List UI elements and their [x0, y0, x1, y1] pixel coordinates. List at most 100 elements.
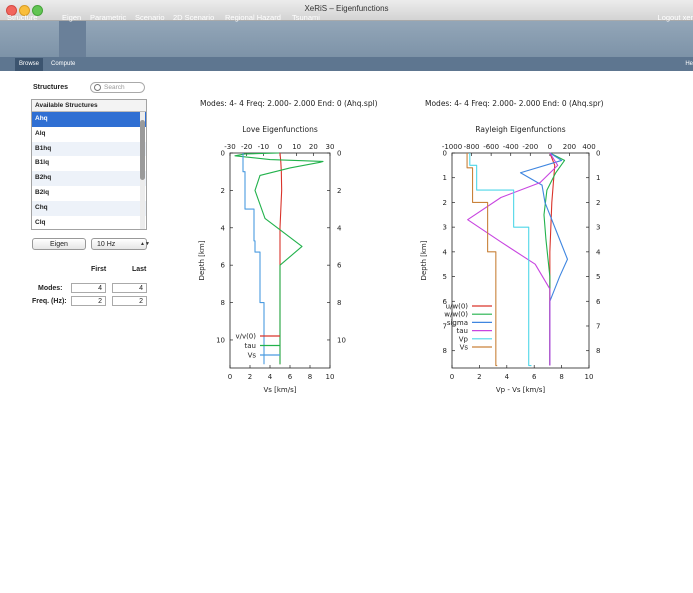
- legend-label: Vs: [248, 352, 257, 360]
- close-window-button[interactable]: [6, 5, 17, 16]
- list-item[interactable]: B1hq: [32, 141, 146, 157]
- list-item[interactable]: Clq: [35, 218, 46, 226]
- list-item[interactable]: B2lq: [35, 188, 50, 196]
- rayleigh-mode-caption: Modes: 4- 4 Freq: 2.000- 2.000 End: 0 (A…: [425, 99, 604, 108]
- legend-label: u/w(0): [446, 303, 469, 311]
- bottom-tick-label: 4: [268, 373, 273, 381]
- modes-label: Modes:: [38, 285, 63, 292]
- top-tick-label: -20: [241, 143, 252, 151]
- nav-active-highlight: [59, 21, 86, 57]
- list-item[interactable]: B2hq: [32, 171, 146, 186]
- y-tick-label: 4: [443, 248, 448, 256]
- legend-label: tau: [245, 342, 256, 350]
- list-item[interactable]: Chq: [32, 200, 146, 216]
- y-tick-label: 7: [443, 322, 447, 330]
- bottom-tick-label: 4: [505, 373, 510, 381]
- minimize-window-button[interactable]: [19, 5, 30, 16]
- bottom-tick-label: 0: [228, 373, 232, 381]
- y-tick-label: 5: [443, 273, 447, 281]
- series-line-uw0: [549, 152, 556, 366]
- legend-label: v/v(0): [235, 333, 256, 341]
- freq-first-field[interactable]: 2: [71, 296, 106, 306]
- freq-last-field[interactable]: 2: [112, 296, 147, 306]
- bottom-tick-label: 2: [477, 373, 481, 381]
- y-tick-label: 0: [443, 150, 447, 158]
- nav-eigen[interactable]: Eigen: [62, 13, 82, 22]
- freq-label: Freq. (Hz):: [32, 298, 67, 305]
- series-line-tau: [467, 152, 559, 366]
- tab-compute[interactable]: Compute: [51, 61, 76, 67]
- search-icon: [94, 84, 101, 91]
- top-tick-label: -400: [503, 143, 519, 151]
- help-link[interactable]: He: [685, 61, 693, 67]
- nav-regional-hazard[interactable]: Regional Hazard: [225, 13, 281, 22]
- top-tick-label: -30: [224, 143, 235, 151]
- y-tick-label-right: 7: [596, 322, 600, 330]
- y-tick-label: 6: [443, 298, 448, 306]
- top-navigation: [0, 21, 693, 57]
- y-tick-label-right: 4: [337, 224, 342, 232]
- nav-tsunami[interactable]: Tsunami: [292, 13, 320, 22]
- top-tick-label: 400: [582, 143, 595, 151]
- structures-title: Structures: [33, 84, 69, 91]
- y-tick-label: 2: [443, 199, 447, 207]
- top-tick-label: -200: [522, 143, 538, 151]
- modes-last-field[interactable]: 4: [112, 283, 147, 293]
- list-item[interactable]: Ahq: [32, 112, 146, 127]
- y-tick-label-right: 1: [596, 174, 600, 182]
- y-tick-label: 3: [443, 224, 447, 232]
- bottom-tick-label: 2: [248, 373, 252, 381]
- series-line-ww0: [543, 152, 566, 366]
- legend-label: sigma: [447, 319, 468, 327]
- top-tick-label: 0: [278, 143, 282, 151]
- nav-scenario[interactable]: Scenario: [135, 13, 165, 22]
- y-tick-label: 8: [443, 347, 447, 355]
- bottom-tick-label: 10: [326, 373, 335, 381]
- legend-label: tau: [457, 327, 468, 335]
- sub-navigation: [0, 57, 693, 71]
- top-tick-label: 0: [548, 143, 552, 151]
- nav-2d-scenario[interactable]: 2D Scenario: [173, 13, 215, 22]
- legend-label: w/w(0): [444, 311, 468, 319]
- y-tick-label: 8: [221, 299, 225, 307]
- list-scrollbar-thumb[interactable]: [140, 120, 145, 180]
- maximize-window-button[interactable]: [32, 5, 43, 16]
- chevron-updown-icon: ▲▼: [140, 241, 150, 247]
- logout-link[interactable]: Logout xer: [657, 13, 693, 22]
- y-tick-label-right: 8: [596, 347, 600, 355]
- modes-first-field[interactable]: 4: [71, 283, 106, 293]
- top-tick-label: -10: [258, 143, 269, 151]
- y-axis-label: Depth [km]: [420, 240, 428, 280]
- chart-title: Love Eigenfunctions: [242, 125, 318, 134]
- bottom-tick-label: 10: [585, 373, 594, 381]
- y-tick-label-right: 0: [596, 150, 600, 158]
- series-line-vp: [469, 153, 532, 367]
- y-tick-label-right: 0: [337, 150, 341, 158]
- y-tick-label-right: 10: [337, 336, 346, 344]
- eigen-button[interactable]: Eigen: [32, 238, 86, 250]
- y-tick-label: 6: [221, 262, 226, 270]
- y-tick-label: 0: [221, 150, 225, 158]
- window-titlebar: [0, 0, 693, 21]
- y-tick-label: 1: [443, 174, 447, 182]
- col-last-label: Last: [132, 266, 147, 273]
- list-item[interactable]: Alq: [35, 129, 46, 137]
- y-tick-label-right: 4: [596, 248, 601, 256]
- nav-structure[interactable]: Structure: [7, 13, 38, 22]
- nav-parametric[interactable]: Parametric: [90, 13, 127, 22]
- list-item[interactable]: B1lq: [35, 159, 50, 167]
- y-tick-label: 10: [216, 336, 225, 344]
- search-placeholder: Search: [104, 84, 125, 91]
- y-tick-label-right: 8: [337, 299, 341, 307]
- bottom-tick-label: 8: [559, 373, 563, 381]
- structures-list[interactable]: Available Structures Ahq Alq B1hq B1lq B…: [31, 99, 147, 230]
- tab-browse[interactable]: Browse: [19, 61, 40, 67]
- frequency-select[interactable]: 10 Hz: [91, 238, 147, 250]
- search-input[interactable]: Search: [90, 82, 145, 93]
- x-axis-label: Vs [km/s]: [263, 386, 296, 394]
- top-tick-label: 10: [292, 143, 301, 151]
- bottom-tick-label: 0: [450, 373, 454, 381]
- x-axis-label: Vp - Vs [km/s]: [496, 386, 545, 394]
- love-mode-caption: Modes: 4- 4 Freq: 2.000- 2.000 End: 0 (A…: [200, 99, 378, 108]
